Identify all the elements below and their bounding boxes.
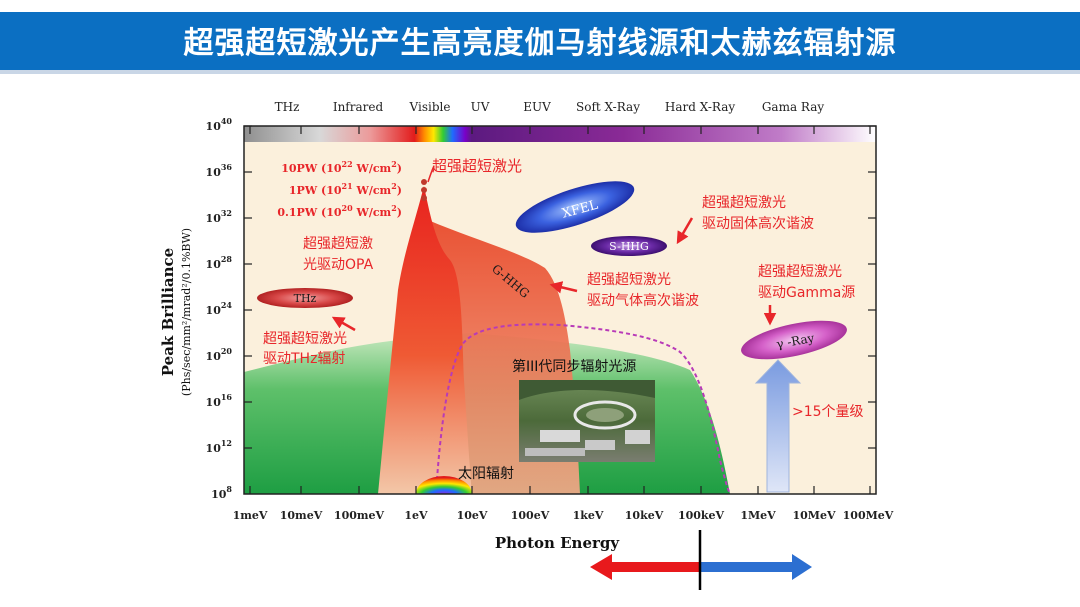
x-tick-label: 10eV: [457, 509, 488, 522]
opa-label-line1: 超强超短激: [303, 235, 373, 252]
y-tick-label: 1028: [206, 254, 233, 271]
laser-opa-spike: [378, 186, 472, 494]
y-tick-label: 1036: [206, 162, 233, 179]
thz-arrow: [331, 316, 356, 332]
laser-power-10pw: 10PW (1022 W/cm2): [281, 159, 402, 175]
band-label-hard-xray: Hard X-Ray: [665, 100, 735, 114]
s-hhg-arrow: [676, 217, 694, 245]
laser-power-1pw: 1PW (1021 W/cm2): [289, 181, 402, 197]
synchrotron-photo: [519, 380, 655, 462]
synchrotron-boundary: [435, 323, 731, 495]
gamma-ray-blob: [741, 320, 847, 360]
order-up-arrow: [754, 359, 802, 493]
laser-label-leader: [427, 165, 435, 183]
band-label-gama-ray: Gama Ray: [762, 100, 825, 114]
g-hhg-arrow: [549, 281, 578, 294]
x-tick-label: 100keV: [678, 509, 725, 522]
gamma-source-line2: 驱动Gamma源: [758, 285, 855, 301]
x-tick-label: 100eV: [511, 509, 550, 522]
y-tick-label: 1032: [206, 208, 232, 225]
gas-hhg-line2: 驱动气体高次谐波: [587, 292, 699, 309]
energy-range-arrow: [590, 530, 812, 590]
solid-hhg-line2: 驱动固体高次谐波: [702, 215, 814, 232]
page-title: 超强超短激光产生高亮度伽马射线源和太赫兹辐射源: [183, 26, 897, 61]
x-axis-ticks: [249, 126, 871, 494]
y-tick-label: 1016: [206, 392, 233, 409]
order-label: >15个量级: [792, 404, 864, 420]
solar-rainbow: [416, 476, 472, 494]
band-label-visible: Visible: [409, 100, 451, 114]
x-tick-label: 1eV: [404, 509, 428, 522]
laser-power-0-1pw: 0.1PW (1020 W/cm2): [277, 203, 402, 219]
band-label-euv: EUV: [523, 100, 551, 114]
gamma-source-line1: 超强超短激光: [758, 263, 842, 280]
x-tick-label: 100MeV: [843, 509, 894, 522]
laser-power-dots: [421, 179, 427, 201]
solid-hhg-line1: 超强超短激光: [702, 194, 786, 211]
gas-hhg-line1: 超强超短激光: [587, 271, 671, 288]
thz-label-line2: 驱动THz辐射: [263, 351, 345, 367]
title-banner: [0, 12, 1080, 70]
thz-label-line1: 超强超短激光: [263, 330, 347, 347]
band-label-soft-xray: Soft X-Ray: [576, 100, 640, 114]
title-banner-stripe: [0, 70, 1080, 74]
band-label-uv: UV: [471, 100, 490, 114]
x-tick-label: 10keV: [625, 509, 664, 522]
laser-label: 超强超短激光: [432, 157, 522, 175]
x-axis-title: Photon Energy: [495, 534, 621, 552]
x-tick-label: 1meV: [233, 509, 268, 522]
y-tick-label: 1020: [206, 346, 233, 363]
synchrotron-label: 第III代同步辐射光源: [512, 358, 636, 375]
y-axis-unit: (Phs/sec/mm²/mrad²/0.1%BW): [180, 228, 193, 396]
s-hhg-blob: [591, 236, 667, 256]
x-tick-label: 1keV: [573, 509, 604, 522]
opa-label-line2: 光驱动OPA: [303, 257, 374, 273]
spectrum-strip: [244, 126, 876, 142]
band-label-thz: THz: [275, 100, 300, 114]
thz-blob-label: THz: [294, 292, 317, 305]
x-tick-label: 10MeV: [792, 509, 835, 522]
x-tick-label: 1MeV: [740, 509, 776, 522]
y-axis-title: Peak Brilliance: [159, 248, 177, 376]
xfel-blob: [515, 181, 635, 233]
y-tick-label: 1012: [206, 438, 232, 455]
gamma-ray-label: γ -Ray: [775, 331, 815, 351]
thz-blob: [257, 288, 353, 308]
y-tick-label: 108: [211, 484, 232, 501]
band-label-infrared: Infrared: [333, 100, 384, 114]
x-tick-label: 100meV: [334, 509, 385, 522]
y-tick-label: 1040: [206, 116, 233, 133]
y-tick-label: 1024: [206, 300, 233, 317]
solar-label: 太阳辐射: [458, 466, 514, 482]
x-tick-label: 10meV: [280, 509, 323, 522]
s-hhg-label: S-HHG: [609, 240, 649, 253]
y-axis-ticks: [244, 125, 876, 449]
